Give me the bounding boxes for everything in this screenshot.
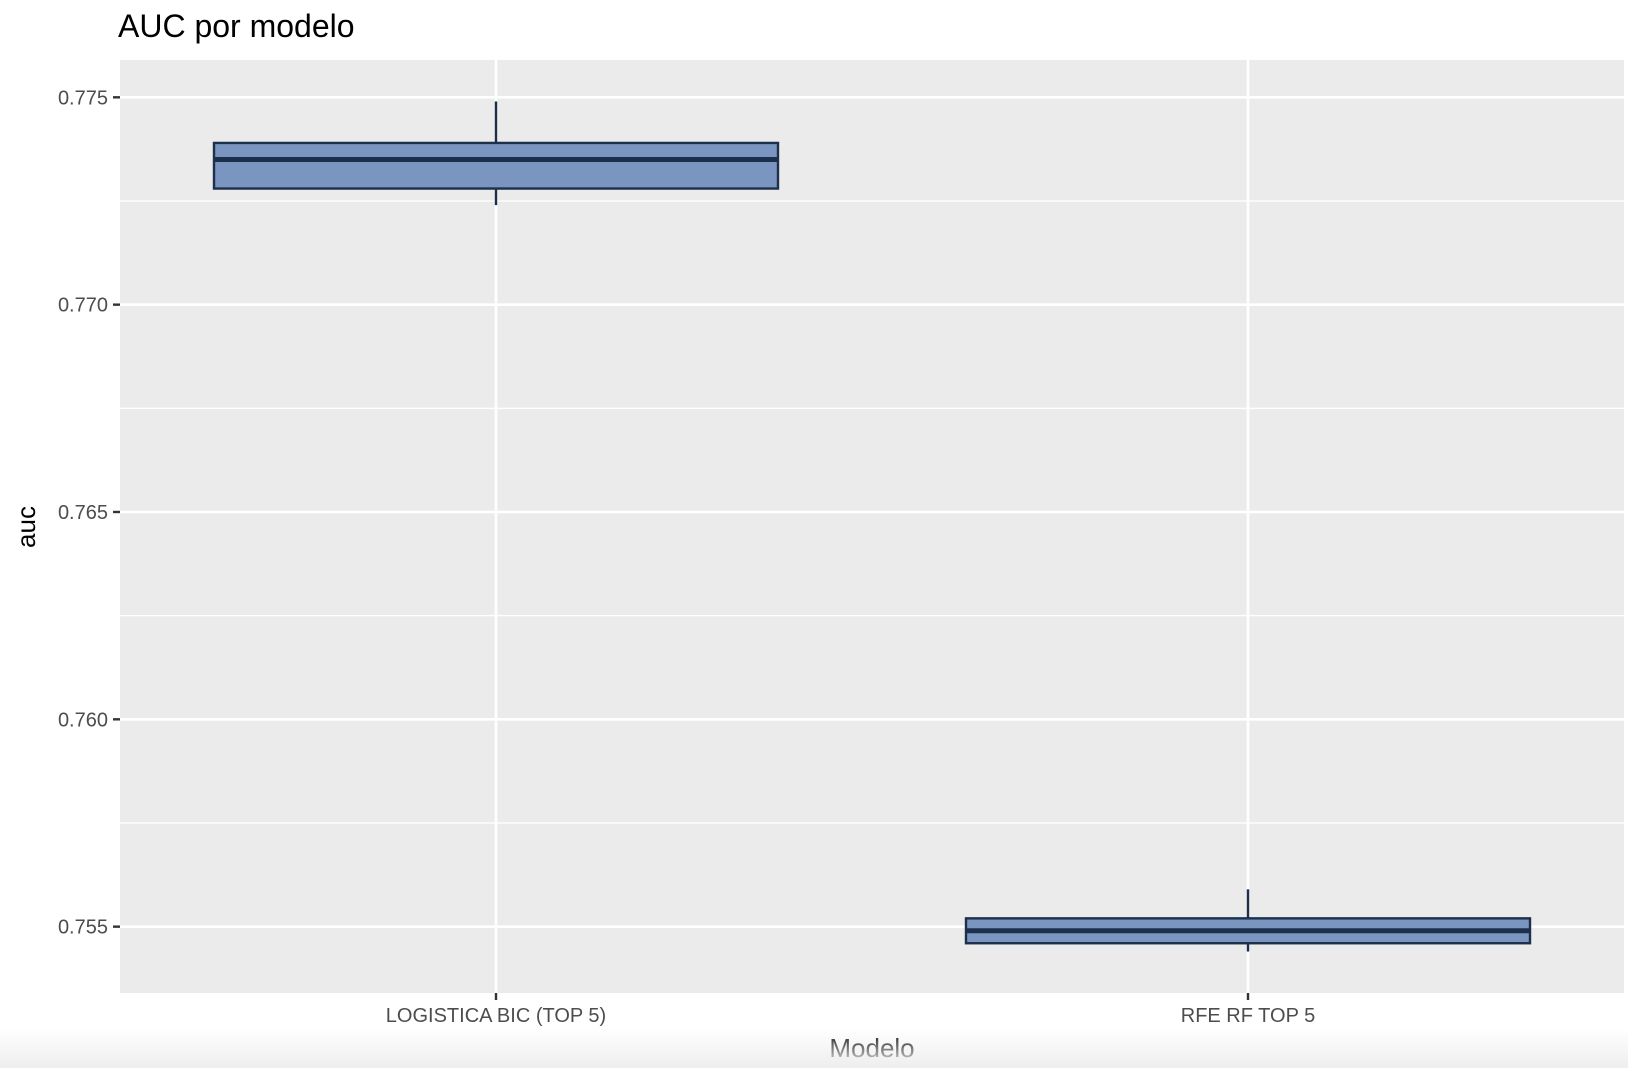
plot-panel bbox=[120, 60, 1624, 993]
y-tick-label: 0.755 bbox=[58, 917, 108, 939]
chart-title: AUC por modelo bbox=[118, 8, 355, 44]
y-tick-label: 0.760 bbox=[58, 709, 108, 731]
x-axis-label: Modelo bbox=[829, 1033, 914, 1063]
x-tick-label: LOGISTICA BIC (TOP 5) bbox=[386, 1005, 606, 1027]
grid-lines bbox=[120, 60, 1624, 993]
y-tick-label: 0.765 bbox=[58, 502, 108, 524]
box-iqr bbox=[212, 141, 780, 190]
y-axis-label: auc bbox=[11, 506, 41, 548]
boxplot bbox=[964, 889, 1532, 952]
boxplot bbox=[212, 101, 780, 206]
y-tick-label: 0.770 bbox=[58, 295, 108, 317]
boxplots bbox=[212, 101, 1532, 952]
x-axis: LOGISTICA BIC (TOP 5) RFE RF TOP 5 bbox=[386, 993, 1315, 1027]
y-axis: 0.755 0.760 0.765 0.770 0.775 bbox=[58, 87, 120, 939]
y-tick-label: 0.775 bbox=[58, 87, 108, 109]
x-tick-label: RFE RF TOP 5 bbox=[1181, 1005, 1315, 1027]
